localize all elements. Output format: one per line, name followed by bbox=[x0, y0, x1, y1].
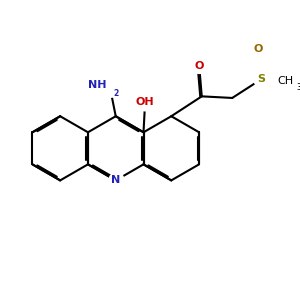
Text: O: O bbox=[194, 61, 204, 71]
Text: OH: OH bbox=[136, 97, 154, 107]
Text: S: S bbox=[257, 74, 265, 84]
Text: CH: CH bbox=[277, 76, 293, 86]
Text: N: N bbox=[111, 176, 120, 185]
Text: 3: 3 bbox=[297, 83, 300, 92]
Text: NH: NH bbox=[88, 80, 106, 90]
Text: O: O bbox=[254, 44, 263, 54]
Text: 2: 2 bbox=[113, 89, 119, 98]
